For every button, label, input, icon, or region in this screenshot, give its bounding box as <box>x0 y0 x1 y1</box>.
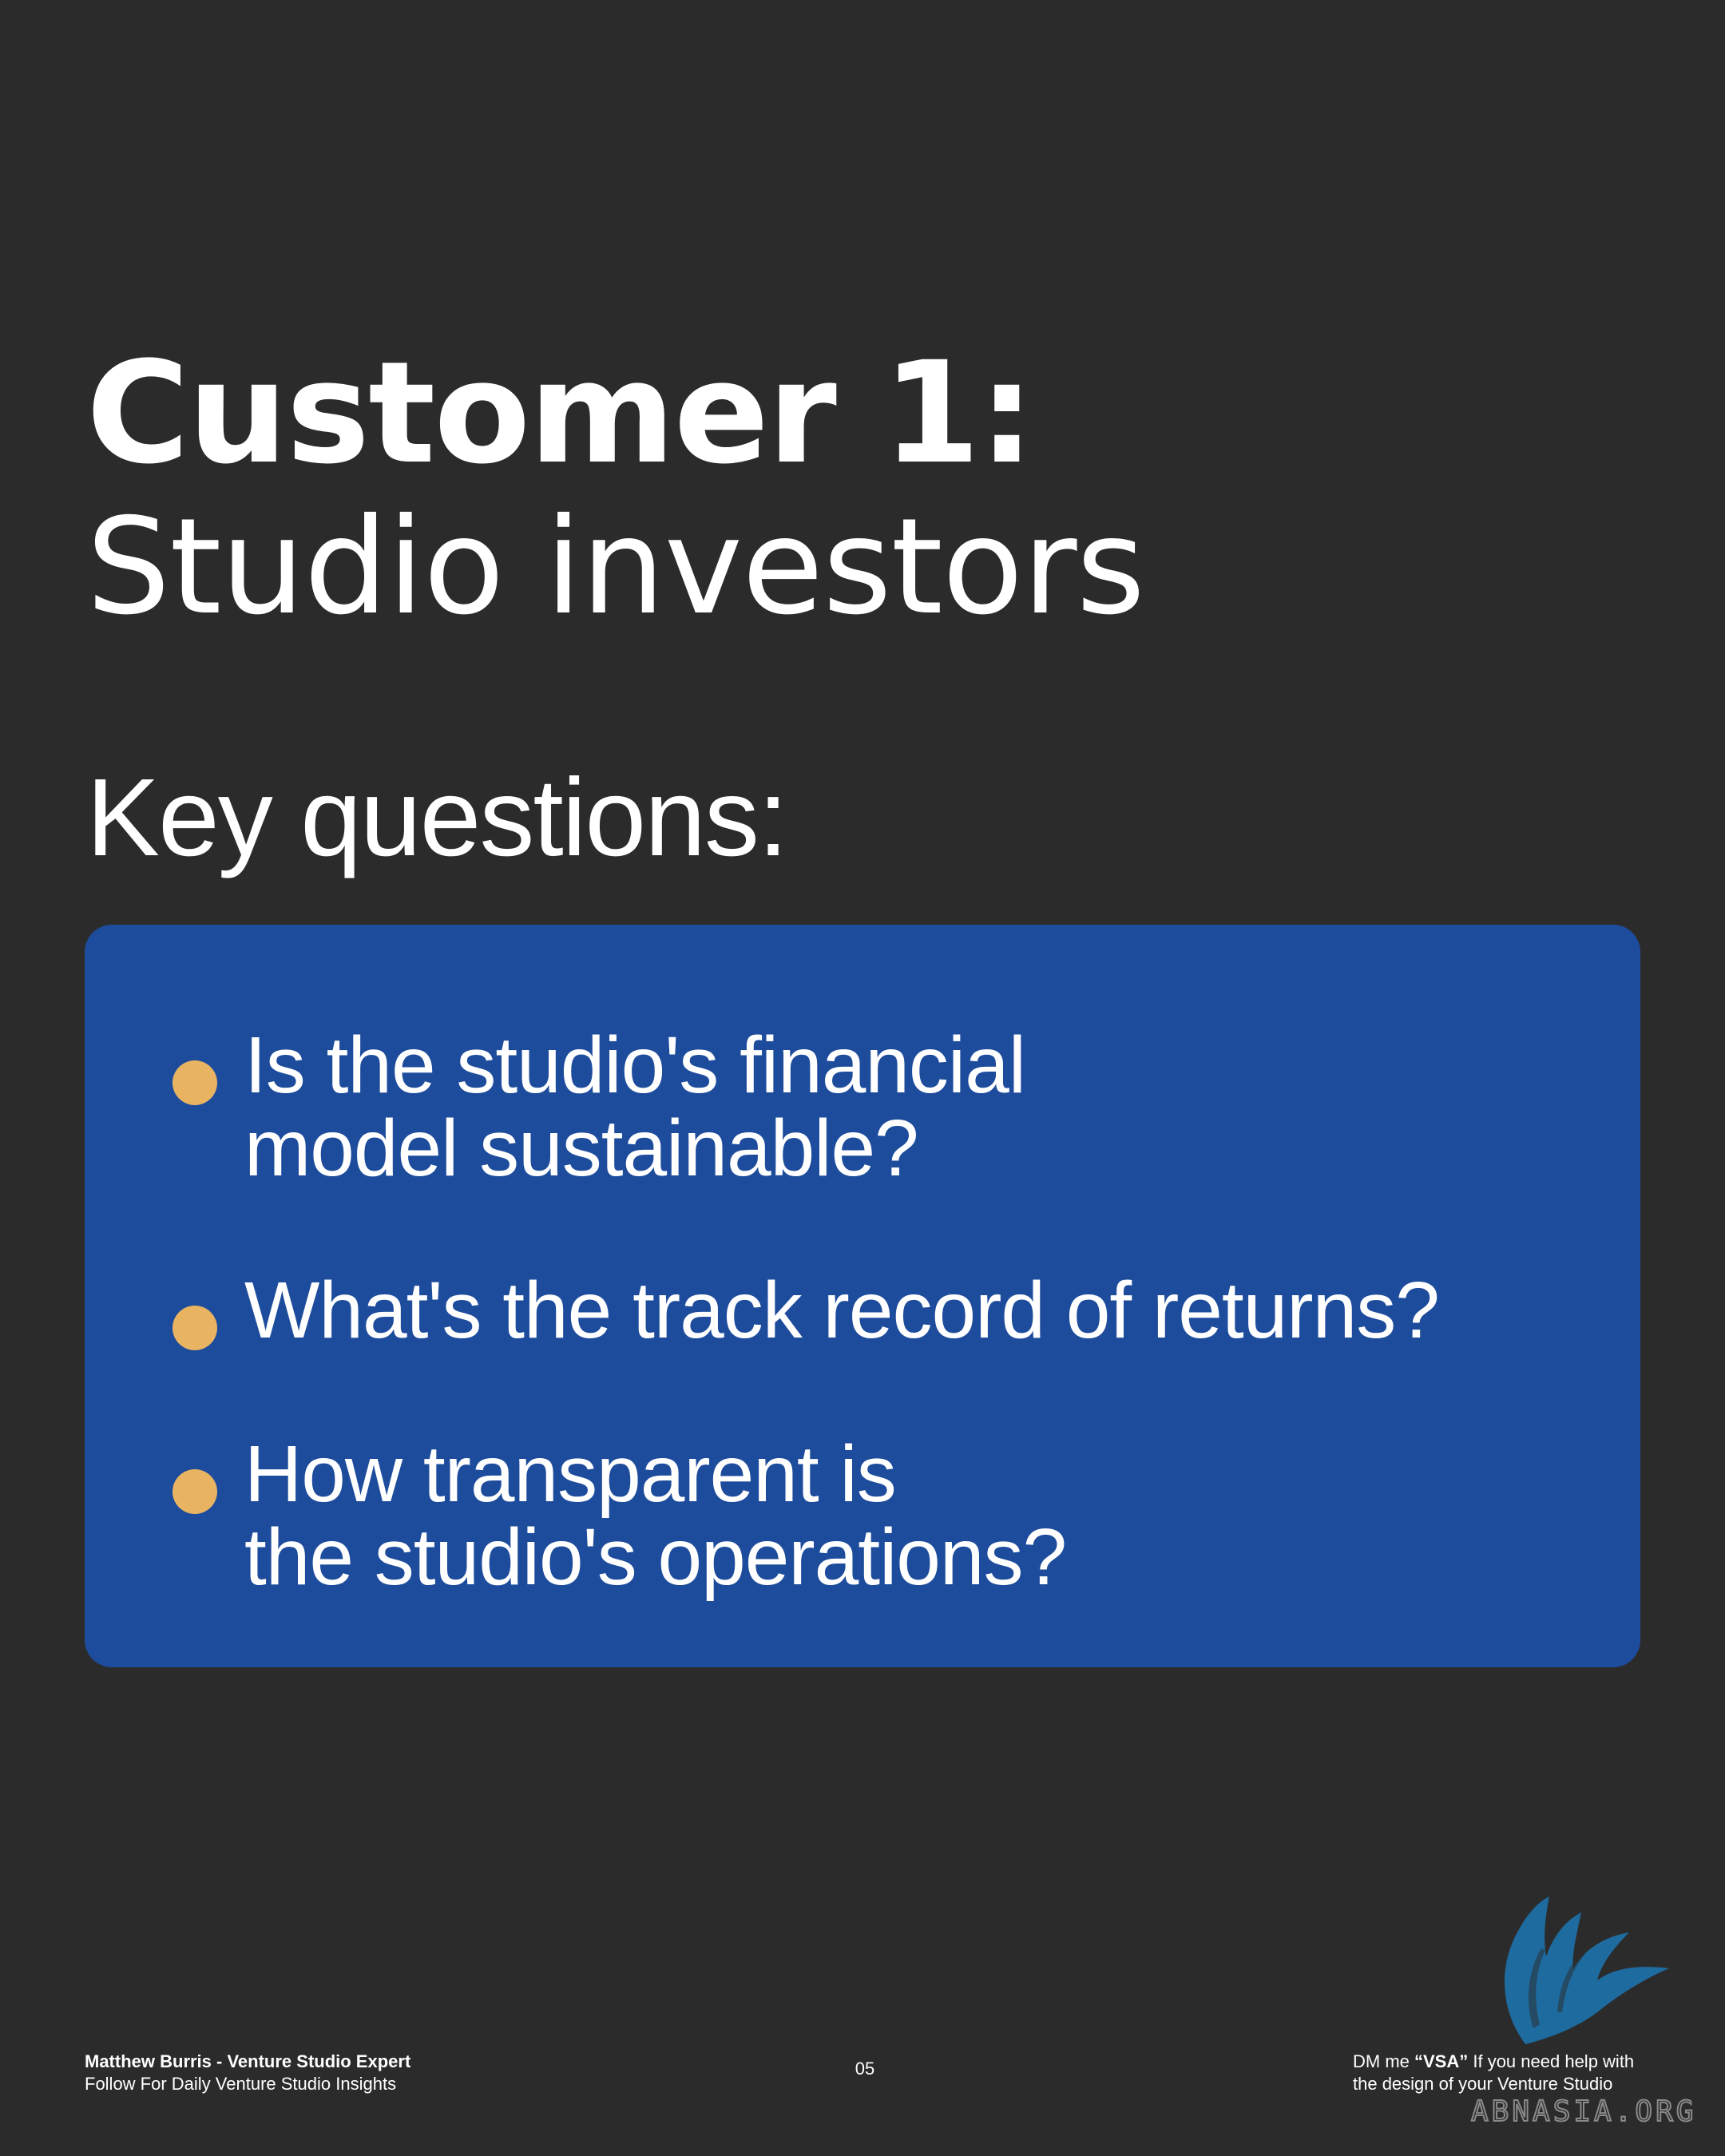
cta-prefix: DM me <box>1353 2051 1414 2071</box>
watermark-text: ABNASIA.ORG <box>1470 2095 1697 2129</box>
author-name: Matthew Burris - Venture Studio Expert <box>85 2051 411 2071</box>
question-line: How transparent is <box>244 1429 897 1519</box>
question-line: the studio's operations? <box>244 1512 1067 1602</box>
questions-panel: Is the studio's financial model sustaina… <box>85 925 1640 1667</box>
author-tagline: Follow For Daily Venture Studio Insights <box>85 2074 397 2094</box>
key-questions-heading: Key questions: <box>86 756 788 879</box>
bullet-icon <box>172 1306 217 1350</box>
cta-line-1: DM me “VSA” If you need help with <box>1353 2051 1634 2073</box>
question-text: What's the track record of returns? <box>244 1269 1602 1352</box>
bullet-icon <box>172 1469 217 1514</box>
question-line: model sustainable? <box>244 1104 919 1193</box>
question-line: What's the track record of returns? <box>244 1266 1440 1355</box>
bird-logo-icon <box>1504 1896 1669 2044</box>
question-text: How transparent is the studio's operatio… <box>244 1433 1602 1599</box>
question-line: Is the studio's financial <box>244 1021 1026 1110</box>
author-footer: Matthew Burris - Venture Studio Expert F… <box>85 2051 410 2095</box>
page-title-customer: Customer 1: <box>86 331 1035 495</box>
cta-line-2: the design of your Venture Studio <box>1353 2074 1613 2094</box>
page-title-segment: Studio investors <box>86 490 1145 644</box>
page-number: 05 <box>855 2059 875 2079</box>
bullet-icon <box>172 1060 217 1105</box>
question-text: Is the studio's financial model sustaina… <box>244 1024 1602 1190</box>
cta-keyword: “VSA” <box>1414 2051 1469 2071</box>
cta-suffix: If you need help with <box>1468 2051 1635 2071</box>
cta-footer: DM me “VSA” If you need help with the de… <box>1353 2051 1634 2095</box>
